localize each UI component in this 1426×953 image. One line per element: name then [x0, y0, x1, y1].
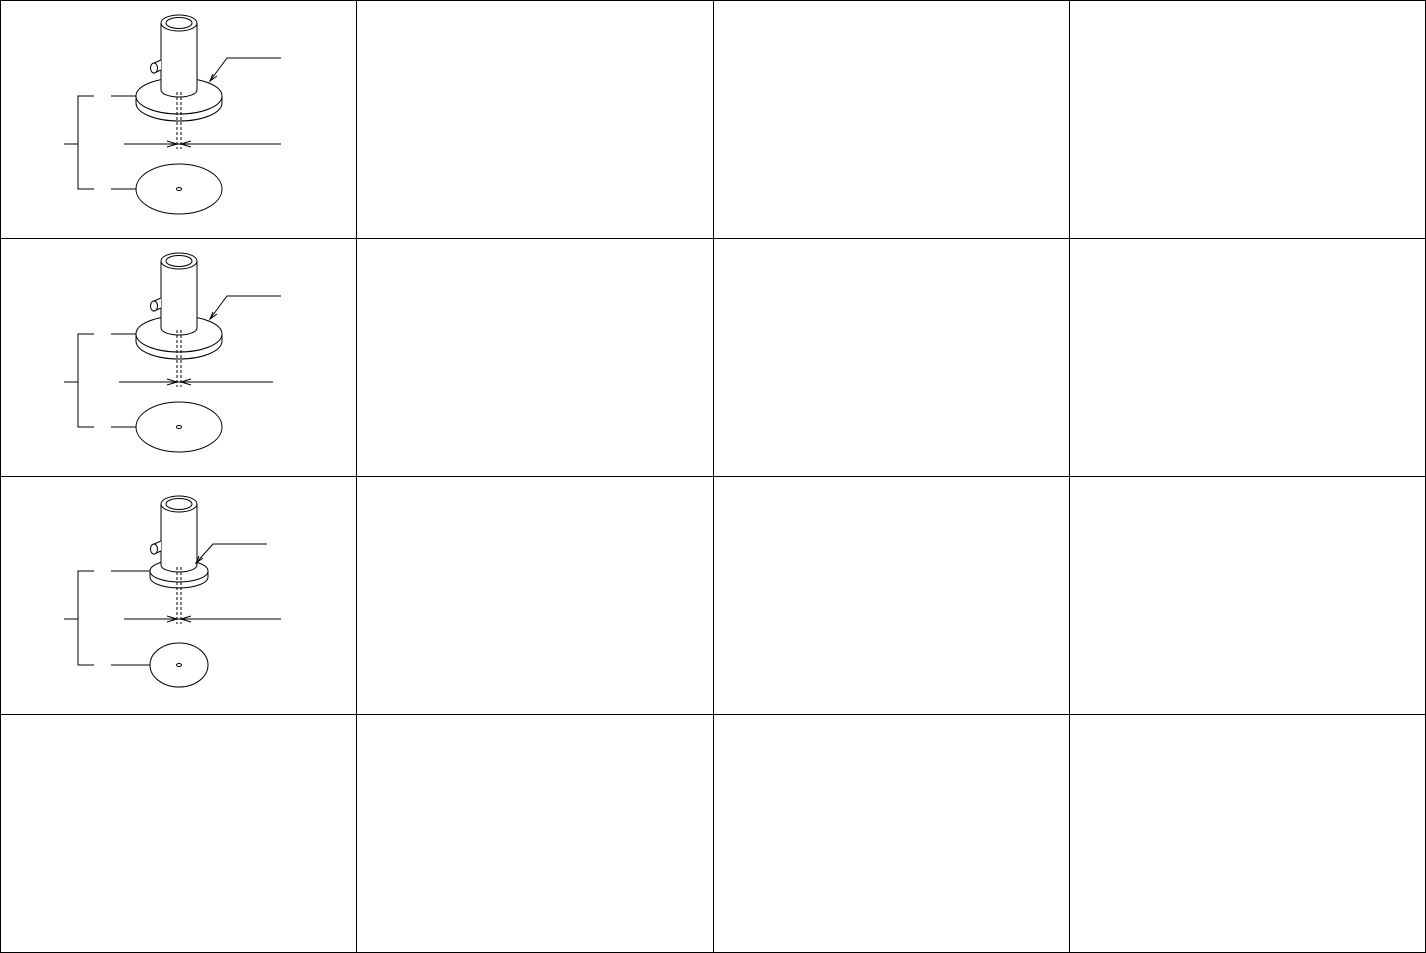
- leader-line: [209, 57, 281, 82]
- figure-cell: [0, 476, 358, 715]
- nozzle-assembly-drawing: [64, 14, 281, 215]
- lower-disk: [135, 401, 223, 453]
- lower-disk: [149, 642, 209, 688]
- tube-body: [160, 23, 198, 98]
- leader-arrow: [194, 555, 204, 565]
- empty-cell: [356, 476, 714, 715]
- tube-bore: [165, 498, 193, 510]
- empty-cell: [1068, 238, 1426, 477]
- disk-hole: [176, 187, 182, 191]
- figure-cell: [0, 238, 358, 477]
- disk-hole: [176, 663, 182, 667]
- leader-line: [209, 295, 281, 320]
- leader-line: [195, 543, 267, 564]
- empty-cell: [1068, 714, 1426, 953]
- empty-cell: [712, 476, 1070, 715]
- empty-cell: [356, 0, 714, 239]
- nozzle-assembly-drawing: [64, 252, 281, 453]
- tube-body: [160, 504, 198, 573]
- grid-row: [0, 238, 1426, 477]
- empty-cell: [1068, 476, 1426, 715]
- leader-arrow: [208, 311, 218, 321]
- tube-bore: [165, 17, 193, 29]
- empty-cell: [0, 714, 358, 953]
- side-port-end: [150, 300, 158, 312]
- bracket: [64, 333, 94, 428]
- grid-row: [0, 714, 1426, 953]
- empty-cell: [356, 238, 714, 477]
- grid-row: [0, 476, 1426, 715]
- bracket: [64, 95, 94, 190]
- figure-cell: [0, 0, 358, 239]
- lower-disk: [135, 163, 223, 215]
- empty-cell: [356, 714, 714, 953]
- nozzle-assembly-drawing: [64, 495, 281, 688]
- empty-cell: [712, 238, 1070, 477]
- disk-hole: [176, 425, 182, 429]
- empty-cell: [1068, 0, 1426, 239]
- tube-body: [160, 261, 198, 336]
- side-port-end: [150, 543, 158, 555]
- empty-cell: [712, 714, 1070, 953]
- side-port-end: [150, 62, 158, 74]
- leader-arrow: [208, 73, 218, 83]
- tube-bore: [165, 255, 193, 267]
- empty-cell: [712, 0, 1070, 239]
- bracket: [64, 570, 94, 666]
- grid-row: [0, 0, 1426, 239]
